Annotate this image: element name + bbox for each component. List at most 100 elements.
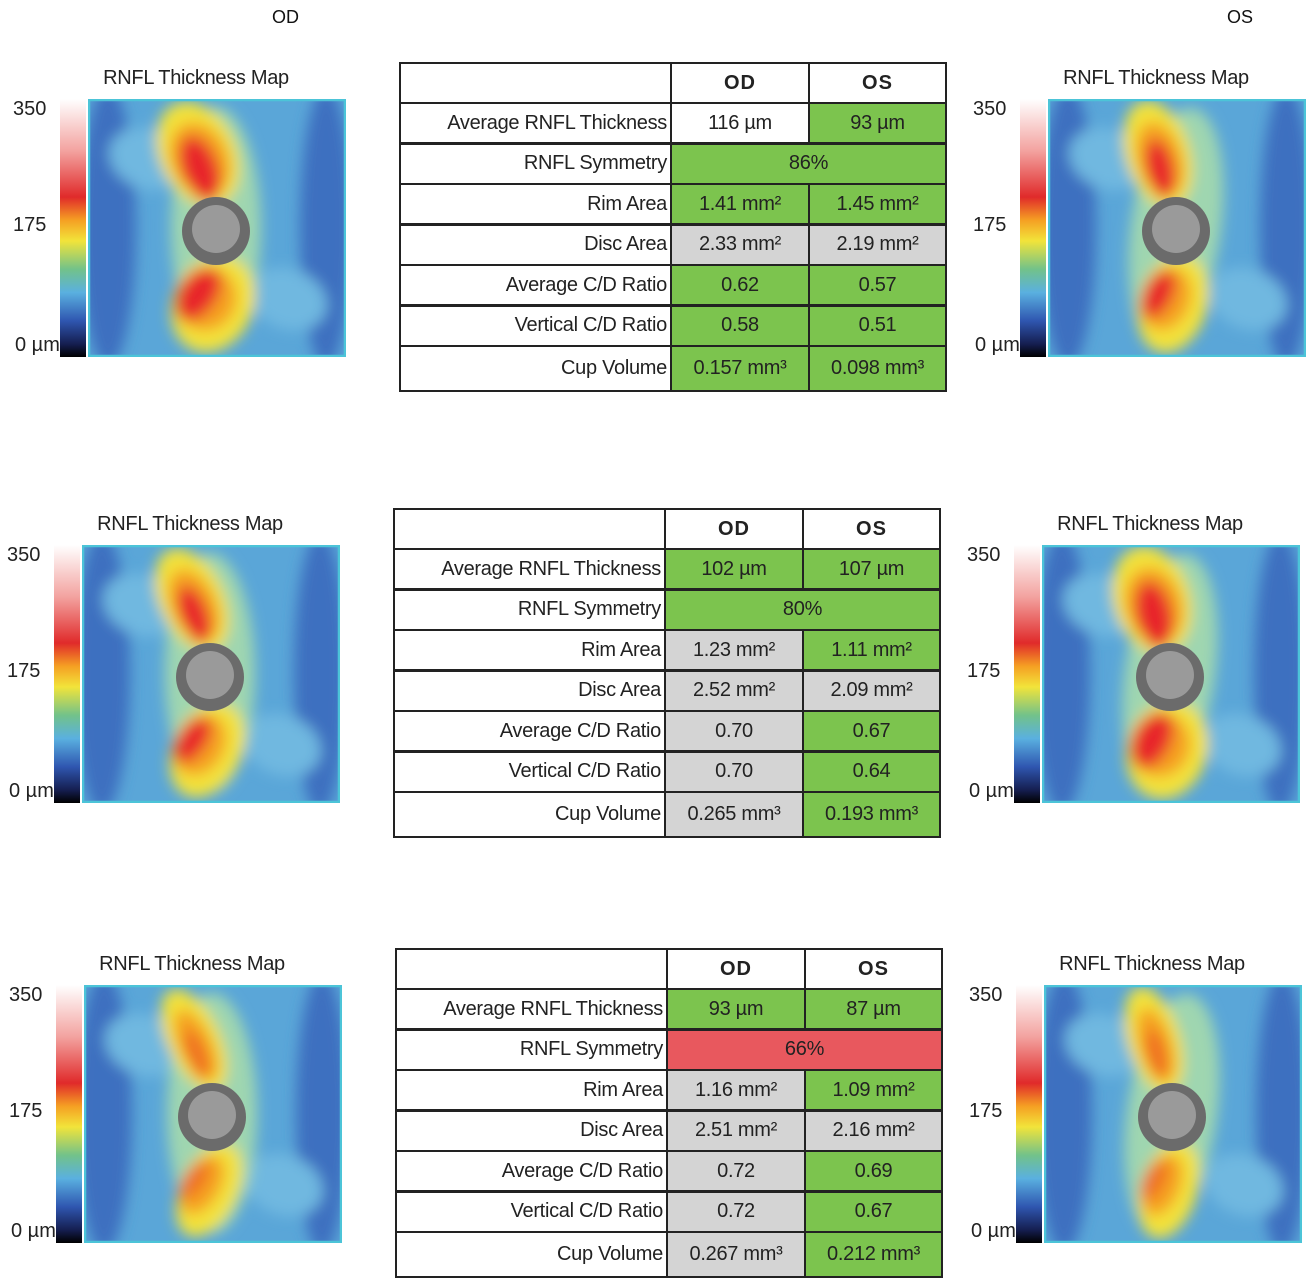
eye-header: OD [272,7,299,28]
od-value: 1.41 mm² [670,183,810,225]
thickness-map [1048,99,1306,357]
scale-label: 175 [9,1100,42,1123]
map-title: RNFL Thickness Map [1059,953,1245,976]
os-value: 2.19 mm² [808,224,947,266]
optic-cup [188,1091,236,1139]
scale-label: 350 [7,544,40,567]
thickness-map [1042,545,1300,803]
color-scale [54,545,80,803]
optic-cup [1152,205,1200,253]
map-title: RNFL Thickness Map [97,513,283,536]
scale-label: 175 [7,660,40,683]
map-title: RNFL Thickness Map [1063,67,1249,90]
os-value: 0.67 [804,1191,943,1233]
od-value: 0.70 [664,751,804,793]
od-value: 93 µm [666,988,806,1030]
od-value: 0.70 [664,710,804,752]
scale-label: 0 µm [11,1220,56,1243]
color-scale [1016,985,1042,1243]
row-label: Average C/D Ratio [399,264,672,306]
table-corner [393,508,666,550]
thickness-map [88,99,346,357]
row-label: Average RNFL Thickness [395,988,668,1030]
color-scale [60,99,86,357]
color-scale-bar [1014,545,1040,803]
row-label: Average RNFL Thickness [399,102,672,144]
thickness-map [1044,985,1302,1243]
os-value: 0.64 [802,751,941,793]
row-label: Disc Area [399,224,672,266]
scale-label: 0 µm [971,1220,1016,1243]
od-value: 116 µm [670,102,810,144]
color-scale-bar [56,985,82,1243]
row-label: Disc Area [393,670,666,712]
os-value: 1.09 mm² [804,1069,943,1111]
row-label: Vertical C/D Ratio [395,1191,668,1233]
row-label: Average RNFL Thickness [393,548,666,590]
column-header: OS [802,508,941,550]
row-label: Vertical C/D Ratio [393,751,666,793]
table-corner [395,948,668,990]
row-label: RNFL Symmetry [395,1029,668,1071]
scale-label: 175 [967,660,1000,683]
od-value: 1.16 mm² [666,1069,806,1111]
od-value: 2.51 mm² [666,1110,806,1152]
optic-cup [192,205,240,253]
row-label: Cup Volume [395,1231,668,1278]
od-value: 0.267 mm³ [666,1231,806,1278]
color-scale-bar [54,545,80,803]
row-label: Average C/D Ratio [393,710,666,752]
os-value: 1.11 mm² [802,629,941,671]
row-label: Cup Volume [399,345,672,392]
table-corner [399,62,672,104]
optic-cup [1148,1091,1196,1139]
color-scale-bar [1016,985,1042,1243]
os-value: 87 µm [804,988,943,1030]
report: OD OS RNFL Thickness Map 350 175 0 µm RNFL … [0,0,1307,1278]
od-value: 0.72 [666,1191,806,1233]
row-label: Disc Area [395,1110,668,1152]
map-title: RNFL Thickness Map [99,953,285,976]
thickness-map [84,985,342,1243]
scale-label: 0 µm [969,780,1014,803]
od-value: 0.265 mm³ [664,791,804,838]
od-value: 1.23 mm² [664,629,804,671]
scale-label: 175 [13,214,46,237]
od-value: 2.33 mm² [670,224,810,266]
scale-label: 175 [969,1100,1002,1123]
row-label: Rim Area [395,1069,668,1111]
row-label: RNFL Symmetry [393,589,666,631]
row-label: Average C/D Ratio [395,1150,668,1192]
map-title: RNFL Thickness Map [1057,513,1243,536]
symmetry-value: 66% [666,1029,943,1071]
row-label: Rim Area [393,629,666,671]
od-value: 0.58 [670,305,810,347]
column-header: OD [664,508,804,550]
od-value: 0.62 [670,264,810,306]
scale-label: 350 [13,98,46,121]
os-value: 0.57 [808,264,947,306]
color-scale [56,985,82,1243]
scale-label: 350 [969,984,1002,1007]
scale-label: 0 µm [975,334,1020,357]
os-value: 0.67 [802,710,941,752]
row-label: Cup Volume [393,791,666,838]
column-header: OS [804,948,943,990]
os-value: 0.212 mm³ [804,1231,943,1278]
map-title: RNFL Thickness Map [103,67,289,90]
row-label: Vertical C/D Ratio [399,305,672,347]
color-scale-bar [60,99,86,357]
scale-label: 350 [967,544,1000,567]
os-value: 0.193 mm³ [802,791,941,838]
od-value: 0.72 [666,1150,806,1192]
scale-label: 175 [973,214,1006,237]
thickness-map [82,545,340,803]
row-label: Rim Area [399,183,672,225]
os-value: 2.16 mm² [804,1110,943,1152]
column-header: OD [666,948,806,990]
os-value: 107 µm [802,548,941,590]
color-scale [1014,545,1040,803]
scale-label: 0 µm [9,780,54,803]
os-value: 0.098 mm³ [808,345,947,392]
symmetry-value: 86% [670,143,947,185]
